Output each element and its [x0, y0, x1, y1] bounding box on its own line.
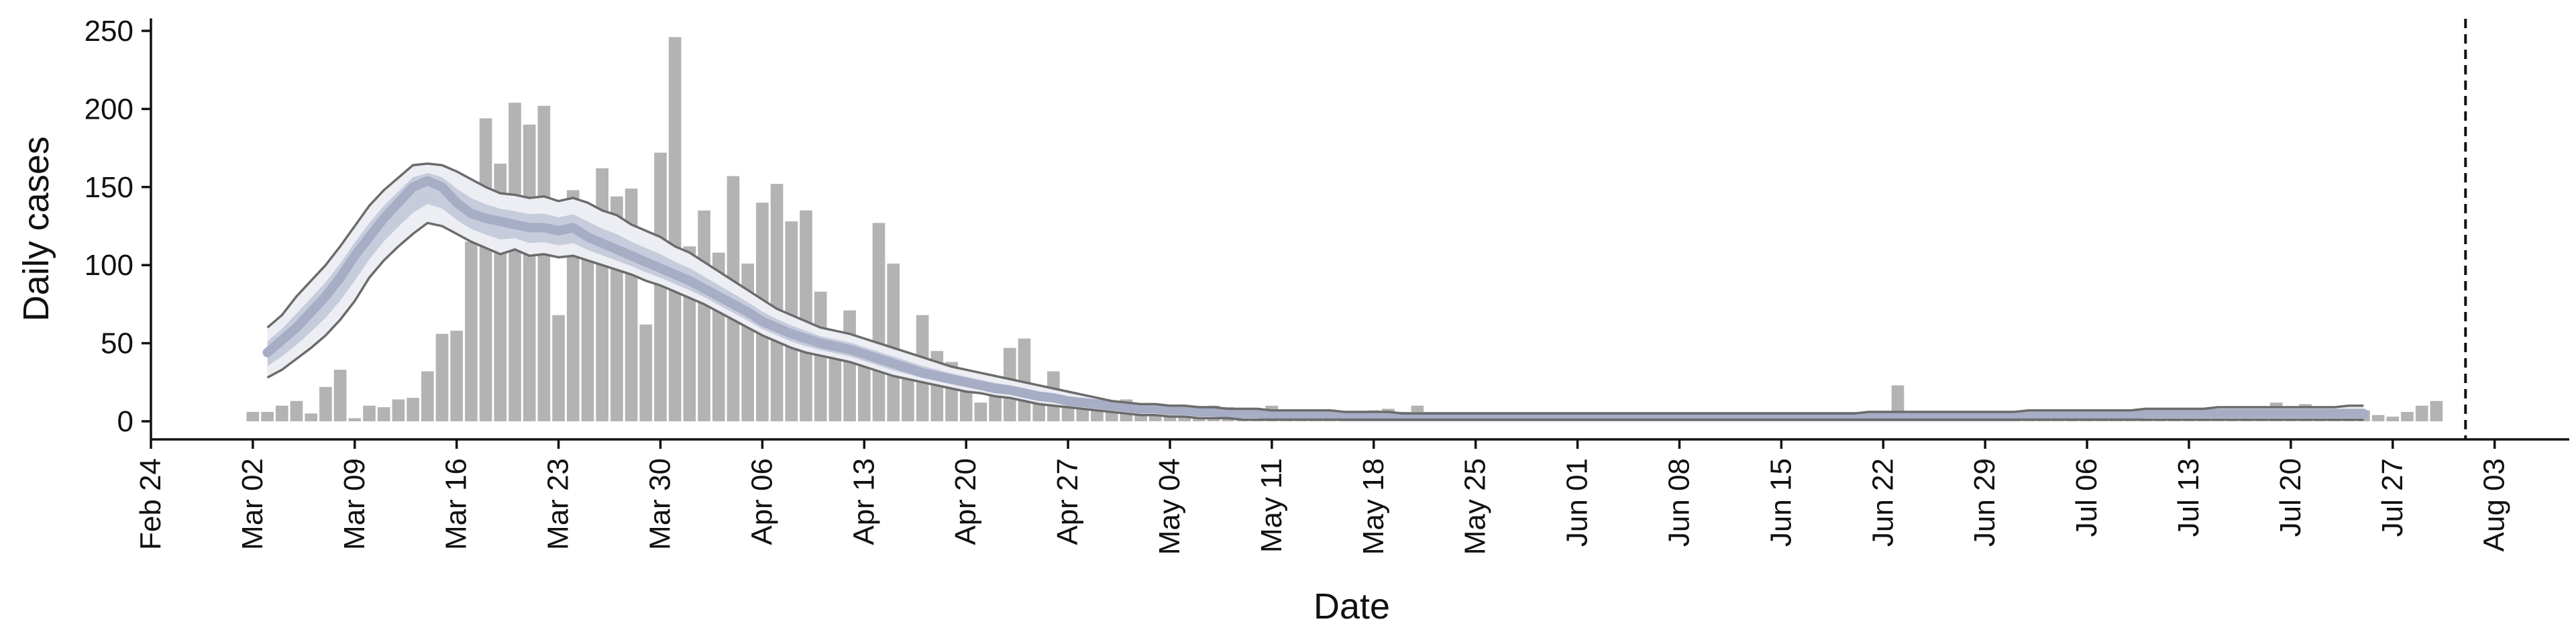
- case-bar: [2415, 405, 2428, 421]
- x-tick-label: Mar 02: [236, 458, 269, 550]
- case-bar: [407, 398, 419, 421]
- y-tick-label: 150: [85, 171, 133, 204]
- x-tick-label: Jun 29: [1968, 458, 2001, 547]
- case-bar: [523, 124, 536, 421]
- x-tick-label: Jun 22: [1866, 458, 1899, 547]
- case-bar: [421, 371, 434, 421]
- case-bar: [668, 37, 682, 422]
- case-bar: [246, 412, 260, 421]
- case-bar: [537, 105, 551, 422]
- x-tick-label: Feb 24: [134, 458, 167, 550]
- case-bar: [1018, 338, 1031, 421]
- case-bar: [319, 386, 332, 421]
- model-lower-bound-line: [266, 221, 2364, 421]
- y-tick-label: 100: [85, 249, 133, 282]
- x-tick-label: Apr 13: [847, 458, 880, 545]
- case-bar: [596, 168, 609, 422]
- case-bar: [552, 315, 565, 421]
- x-tick-label: Jun 15: [1764, 458, 1797, 547]
- case-bar: [2386, 417, 2400, 421]
- x-tick-label: Mar 23: [542, 458, 575, 550]
- case-bar: [639, 324, 653, 421]
- x-tick-label: Jun 01: [1561, 458, 1594, 547]
- case-bar: [800, 210, 812, 421]
- model-upper-bound-line: [266, 162, 2364, 415]
- case-bar: [698, 210, 710, 421]
- x-tick-label: Jun 08: [1663, 458, 1696, 547]
- y-tick-label: 200: [85, 93, 133, 125]
- case-bar: [2371, 415, 2385, 421]
- case-bar: [348, 418, 362, 421]
- case-bar: [363, 405, 376, 421]
- case-bar: [770, 184, 784, 421]
- x-tick-label: Mar 09: [338, 458, 371, 550]
- case-bar: [435, 333, 449, 421]
- case-bar: [479, 118, 492, 421]
- x-tick-label: Mar 16: [440, 458, 473, 550]
- x-tick-label: Mar 30: [644, 458, 677, 550]
- x-tick-label: Aug 03: [2478, 458, 2511, 551]
- model-median-line: [262, 176, 2369, 422]
- case-bar: [333, 370, 347, 421]
- case-bar: [872, 223, 885, 421]
- axes-layer: 0 50 100 150 200 250 Feb 24 Mar 02 Mar 09 Mar 16 M…: [85, 15, 2569, 555]
- case-bar: [974, 402, 987, 421]
- case-bar: [843, 310, 856, 421]
- y-axis-label: Daily cases: [16, 136, 56, 321]
- case-bar: [305, 413, 318, 421]
- x-tick-label: May 25: [1459, 458, 1492, 555]
- model-outer-band: [267, 163, 2364, 420]
- x-tick-label: May 04: [1153, 458, 1186, 555]
- x-tick-label: Jul 13: [2172, 458, 2205, 537]
- x-tick-label: Jul 06: [2070, 458, 2103, 537]
- case-bar: [902, 370, 914, 421]
- case-bar: [857, 357, 871, 421]
- case-bar: [290, 400, 303, 421]
- y-tick-label: 50: [101, 327, 133, 360]
- case-bar: [275, 405, 288, 421]
- y-tick-label: 0: [117, 405, 133, 438]
- x-tick-label: Apr 27: [1051, 458, 1084, 545]
- x-tick-label: Jul 27: [2376, 458, 2409, 537]
- case-bar: [581, 218, 594, 421]
- case-bar: [261, 412, 274, 421]
- x-tick-label: Jul 20: [2274, 458, 2307, 537]
- x-tick-label: Apr 06: [745, 458, 778, 545]
- case-bar: [508, 103, 521, 421]
- case-bar: [2401, 412, 2414, 421]
- y-tick-label: 250: [85, 15, 133, 48]
- case-bar: [1178, 415, 1191, 421]
- case-bar: [2430, 400, 2443, 421]
- case-bar: [654, 152, 667, 421]
- x-tick-label: May 18: [1357, 458, 1390, 555]
- case-bar: [450, 330, 464, 421]
- x-tick-label: Apr 20: [949, 458, 982, 545]
- case-bar: [887, 263, 900, 421]
- case-bar: [377, 407, 390, 421]
- x-axis-label: Date: [1313, 586, 1390, 627]
- x-tick-label: May 11: [1255, 458, 1288, 553]
- model-band-layer: [262, 162, 2369, 422]
- case-bar: [465, 241, 478, 421]
- case-bar: [392, 399, 405, 421]
